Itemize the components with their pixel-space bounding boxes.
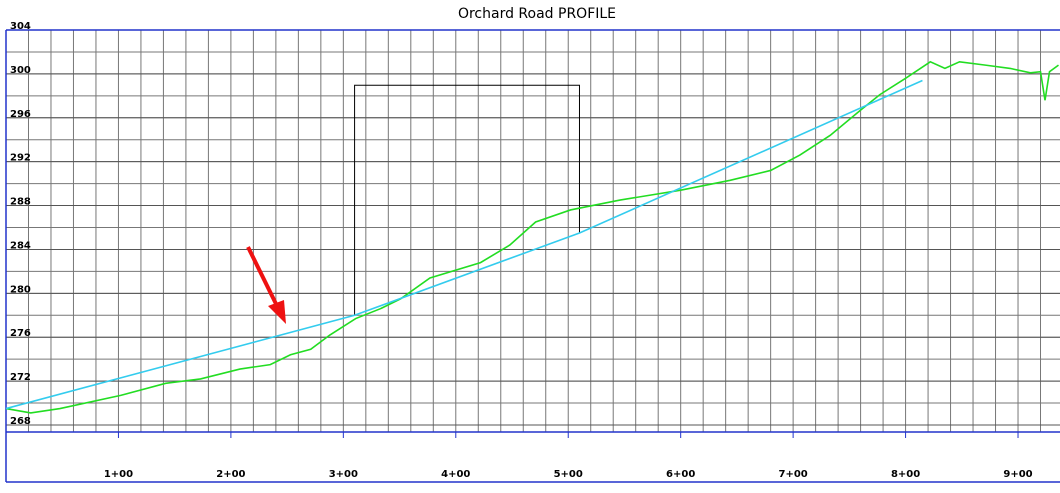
y-tick-label: 300 xyxy=(10,65,31,76)
y-tick-label: 304 xyxy=(10,21,31,32)
arrow-shaft xyxy=(246,246,282,313)
x-tick-label: 5+00 xyxy=(554,469,583,480)
y-tick-label: 292 xyxy=(10,153,31,164)
x-tick-label: 2+00 xyxy=(216,469,245,480)
x-tick-label: 4+00 xyxy=(441,469,470,480)
y-tick-label: 272 xyxy=(10,372,31,383)
x-tick-label: 7+00 xyxy=(778,469,807,480)
marks xyxy=(5,60,1059,414)
y-tick-label: 280 xyxy=(10,284,31,295)
y-tick-label: 284 xyxy=(10,240,31,251)
chart-title: Orchard Road PROFILE xyxy=(458,6,616,22)
x-tick-label: 6+00 xyxy=(666,469,695,480)
y-tick-label: 296 xyxy=(10,109,31,120)
x-tick-label: 3+00 xyxy=(329,469,358,480)
profile-line xyxy=(5,60,1059,414)
y-tick-label: 276 xyxy=(10,328,31,339)
profile-line xyxy=(5,79,923,410)
x-tick-label: 8+00 xyxy=(891,469,920,480)
x-tick-label: 9+00 xyxy=(1003,469,1032,480)
curve-bracket xyxy=(354,84,580,316)
x-tick-label: 1+00 xyxy=(104,469,133,480)
y-tick-label: 268 xyxy=(10,416,31,427)
arrow-head xyxy=(268,300,286,324)
y-tick-label: 288 xyxy=(10,197,31,208)
